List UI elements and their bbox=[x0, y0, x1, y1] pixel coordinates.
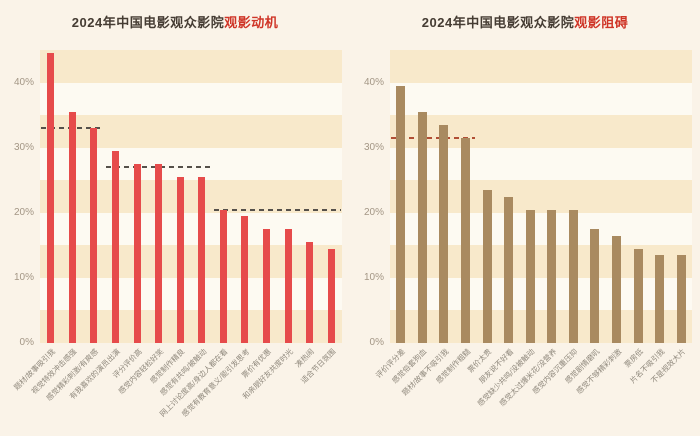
barrier-title-prefix: 2024年中国电影观众影院 bbox=[421, 15, 575, 30]
bar bbox=[633, 248, 643, 343]
bar bbox=[590, 229, 600, 343]
grid-band bbox=[40, 50, 342, 83]
grid-band bbox=[390, 245, 692, 278]
bar bbox=[417, 111, 427, 343]
motivation-y-axis: 0% 10% 20% 30% 40% bbox=[0, 50, 34, 348]
y-tick-label: 20% bbox=[363, 206, 384, 218]
motivation-title-prefix: 2024年中国电影观众影院 bbox=[71, 15, 225, 30]
bar bbox=[547, 209, 557, 343]
bar bbox=[241, 216, 249, 343]
bar bbox=[90, 128, 98, 343]
motivation-chart-panel: 2024年中国电影观众影院观影动机 0% 10% 20% 30% 40% 题材/故事吸引… bbox=[0, 12, 350, 419]
bar bbox=[263, 229, 270, 343]
motivation-plot-area bbox=[40, 50, 342, 343]
bar bbox=[525, 209, 535, 343]
grid-band bbox=[390, 115, 692, 148]
grid-band bbox=[390, 180, 692, 213]
dashed-reference-line bbox=[391, 136, 476, 139]
bar bbox=[396, 85, 406, 343]
bar bbox=[327, 248, 335, 343]
grid-band bbox=[390, 50, 692, 83]
motivation-x-axis-labels: 题材/故事吸引我 视觉特效冲击感强 感觉精彩刺激/有爽感 有我喜欢的演员出演 评分评价高… bbox=[12, 347, 338, 419]
bar bbox=[155, 163, 163, 343]
bar bbox=[612, 235, 621, 343]
bar bbox=[219, 209, 227, 343]
bar bbox=[198, 176, 206, 343]
barrier-chart-panel: 2024年中国电影观众影院观影阻碍 0% 10% 20% 30% 40% 评价评分差 感觉… bbox=[350, 0, 700, 436]
barrier-title-highlight: 观影阻碍 bbox=[574, 15, 629, 30]
barrier-x-axis-labels: 评价评分差 感觉俗套狗血 题材/故事不吸引我 感觉制作粗糙 票价太贵 朋友说不好看 感觉缺少… bbox=[374, 347, 688, 408]
y-tick-label: 0% bbox=[369, 337, 384, 348]
bar bbox=[461, 137, 470, 343]
barrier-plot-area bbox=[390, 50, 692, 343]
y-tick-label: 10% bbox=[363, 271, 384, 283]
y-tick-label: 30% bbox=[363, 141, 384, 153]
y-tick-label: 0% bbox=[19, 337, 34, 348]
motivation-title-highlight: 观影动机 bbox=[224, 15, 279, 30]
y-tick-label: 40% bbox=[363, 76, 384, 88]
bar bbox=[482, 190, 492, 343]
barrier-y-axis: 0% 10% 20% 30% 40% bbox=[350, 50, 384, 348]
y-tick-label: 40% bbox=[13, 76, 34, 88]
grid-band bbox=[40, 310, 342, 343]
bar bbox=[176, 176, 184, 343]
grid-band bbox=[40, 245, 342, 278]
bar bbox=[68, 111, 76, 343]
y-tick-label: 20% bbox=[13, 206, 34, 218]
y-tick-label: 10% bbox=[13, 271, 34, 283]
bar bbox=[655, 255, 665, 343]
barrier-chart-title: 2024年中国电影观众影院观影阻碍 bbox=[350, 12, 700, 31]
grid-band bbox=[40, 180, 342, 213]
bar bbox=[439, 124, 449, 343]
y-tick-label: 30% bbox=[13, 141, 34, 153]
bar bbox=[676, 255, 686, 343]
motivation-chart-title: 2024年中国电影观众影院观影动机 bbox=[0, 12, 350, 31]
bar bbox=[112, 150, 119, 343]
grid-band bbox=[390, 310, 692, 343]
bar bbox=[133, 163, 141, 343]
bar bbox=[47, 53, 55, 343]
grid-band bbox=[40, 115, 342, 148]
bar bbox=[568, 209, 578, 343]
bar bbox=[504, 196, 514, 343]
bar bbox=[284, 229, 292, 343]
bar bbox=[306, 242, 314, 343]
dashed-reference-line bbox=[213, 208, 341, 211]
